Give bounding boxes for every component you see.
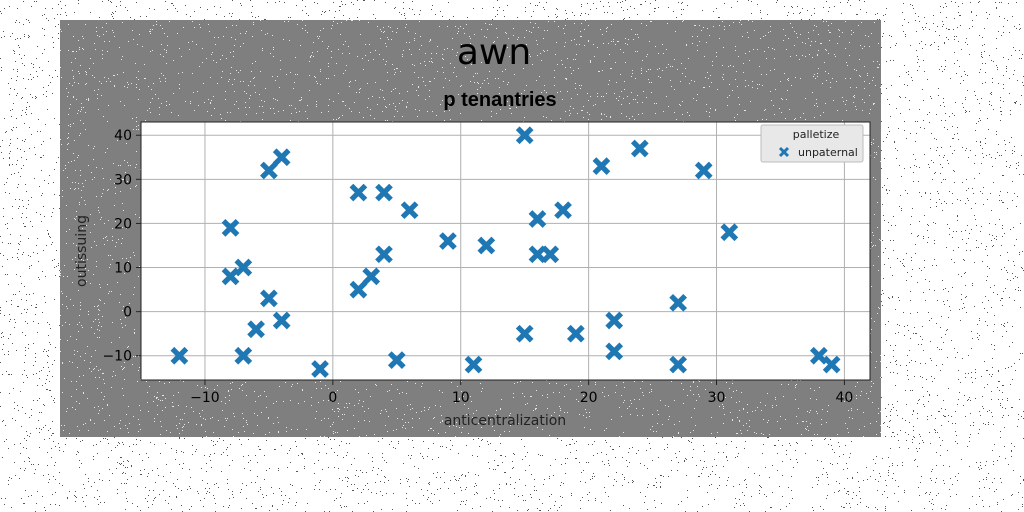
data-point bbox=[605, 311, 624, 330]
figure: awn p tenantries −10 0 10 20 30 40 −10 0 10 20 30… bbox=[60, 20, 881, 437]
x-tick-label: −10 bbox=[190, 390, 220, 406]
x-tick-label: 40 bbox=[836, 390, 854, 406]
x-tick-label: 30 bbox=[708, 390, 726, 406]
data-point bbox=[515, 126, 534, 145]
data-point bbox=[247, 320, 265, 339]
data-point bbox=[272, 311, 291, 330]
data-point bbox=[554, 201, 572, 220]
data-point bbox=[541, 245, 560, 264]
data-point bbox=[375, 245, 393, 264]
data-point bbox=[592, 157, 611, 175]
data-point bbox=[477, 236, 496, 255]
x-tick-label: 10 bbox=[452, 390, 470, 406]
data-point bbox=[694, 161, 713, 180]
data-point bbox=[221, 267, 240, 286]
data-point bbox=[439, 232, 457, 250]
y-tick-label: 20 bbox=[114, 216, 132, 232]
data-point bbox=[515, 324, 534, 343]
y-tick-label: 40 bbox=[114, 128, 132, 144]
data-point bbox=[605, 342, 624, 361]
data-point bbox=[387, 351, 406, 370]
data-point bbox=[170, 346, 189, 365]
data-point bbox=[528, 210, 547, 228]
data-point bbox=[669, 355, 688, 374]
y-tick-label: −10 bbox=[102, 349, 132, 365]
legend-marker-icon bbox=[778, 146, 790, 158]
y-tick-label: 0 bbox=[123, 305, 132, 321]
data-point bbox=[464, 355, 483, 374]
legend: palletize unpaternal bbox=[760, 124, 864, 163]
data-point bbox=[669, 293, 688, 312]
legend-marker bbox=[778, 146, 790, 158]
data-point bbox=[221, 218, 240, 237]
data-point bbox=[822, 355, 841, 374]
data-point bbox=[630, 139, 649, 158]
data-point bbox=[311, 360, 329, 378]
y-tick-label: 30 bbox=[114, 172, 132, 188]
x-tick-label: 20 bbox=[580, 390, 598, 406]
legend-entry-label: unpaternal bbox=[798, 146, 858, 159]
y-axis-label: outissuing bbox=[74, 215, 90, 287]
data-points bbox=[170, 126, 841, 378]
x-axis-label: anticentralization bbox=[444, 413, 566, 429]
y-tick-label: 10 bbox=[114, 261, 132, 277]
data-point bbox=[809, 346, 828, 365]
data-point bbox=[375, 183, 393, 202]
data-point bbox=[272, 148, 291, 167]
chart-suptitle: awn bbox=[457, 32, 531, 73]
data-point bbox=[260, 161, 278, 180]
data-point bbox=[349, 280, 368, 299]
data-point bbox=[260, 289, 278, 308]
plot-frame bbox=[140, 121, 871, 381]
data-point bbox=[362, 267, 381, 286]
data-point bbox=[349, 183, 368, 202]
legend-title: palletize bbox=[793, 128, 840, 141]
scatter-chart: awn p tenantries −10 0 10 20 30 40 −10 0 10 20 30… bbox=[60, 20, 881, 437]
data-point bbox=[566, 324, 585, 343]
data-point bbox=[720, 223, 739, 242]
data-point bbox=[234, 258, 253, 277]
data-point bbox=[400, 201, 419, 220]
x-tick-label: 0 bbox=[328, 390, 337, 406]
data-point bbox=[234, 346, 253, 365]
y-axis-ticks: −10 0 10 20 30 40 bbox=[102, 128, 141, 365]
chart-title: p tenantries bbox=[443, 89, 556, 111]
x-axis-ticks: −10 0 10 20 30 40 bbox=[190, 380, 853, 406]
grid bbox=[141, 122, 870, 380]
